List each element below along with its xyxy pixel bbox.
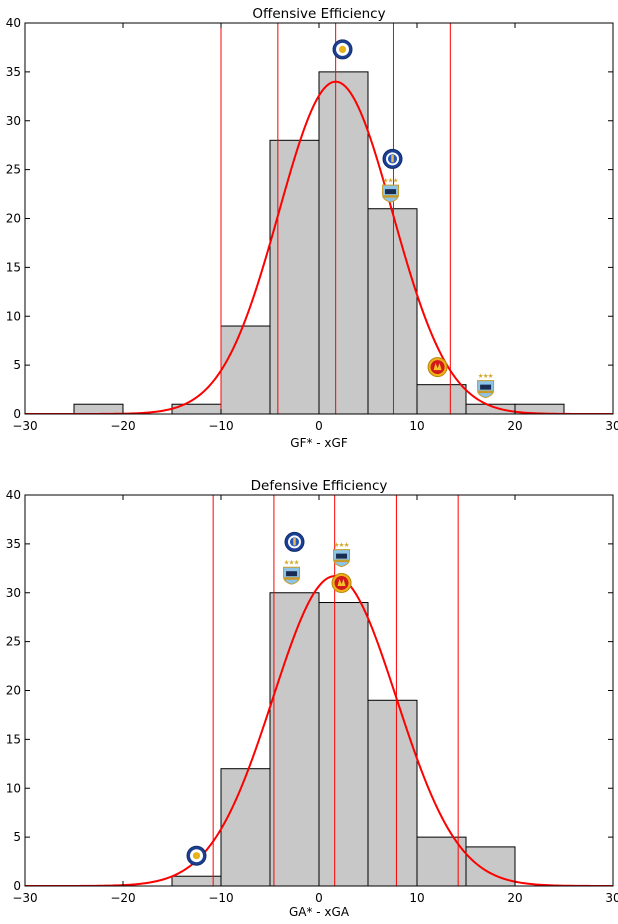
city-badge-band: [477, 390, 494, 394]
y-tick-label: 10: [6, 309, 21, 323]
manchester-city-badge-icon: ★ ★ ★: [382, 177, 400, 203]
leicester-badge-fox: [338, 45, 347, 53]
city-badge-ship: [336, 553, 348, 559]
chart-title: Defensive Efficiency: [251, 478, 388, 494]
city-badge-stars: ★ ★ ★: [478, 372, 494, 380]
chelsea-badge-lion: [391, 155, 394, 163]
histogram-bar: [318, 71, 369, 414]
city-badge-ship: [480, 384, 492, 390]
y-tick-label: 15: [6, 260, 21, 274]
leicester-badge-icon: [186, 845, 207, 866]
star-glyph: ★: [289, 559, 295, 567]
x-axis-label: GF* - xGF: [290, 436, 348, 450]
histogram-bar: [318, 602, 369, 886]
x-tick-label: 0: [315, 891, 323, 905]
united-badge-field: [334, 575, 349, 590]
x-tick-label: 20: [507, 891, 522, 905]
x-axis-label: GA* - xGA: [289, 905, 350, 919]
chelsea-badge-icon: [284, 531, 305, 552]
star-glyph: ★: [478, 372, 484, 380]
histogram-bar: [73, 403, 124, 414]
y-tick-label: 10: [6, 781, 21, 795]
x-tick-label: −20: [110, 891, 135, 905]
y-tick-label: 0: [13, 407, 21, 421]
united-badge-devil: [337, 578, 346, 586]
y-tick-label: 40: [6, 16, 21, 30]
x-tick-label: 20: [507, 419, 522, 433]
city-badge-band: [283, 577, 300, 580]
manchester-united-badge-icon: [427, 357, 448, 378]
y-tick-label: 30: [6, 586, 21, 600]
city-badge-band: [333, 559, 350, 563]
city-badge-ship: [286, 571, 298, 577]
histogram-bar: [220, 325, 271, 414]
city-badge-band: [382, 195, 399, 198]
x-tick-label: −30: [12, 419, 37, 433]
star-glyph: ★: [483, 372, 489, 380]
manchester-city-badge-icon: ★ ★ ★: [283, 559, 301, 585]
leicester-badge-fox: [192, 852, 201, 860]
city-badge-stars: ★ ★ ★: [383, 177, 399, 185]
x-tick-label: −30: [12, 891, 37, 905]
y-tick-label: 0: [13, 879, 21, 893]
star-glyph: ★: [334, 541, 340, 549]
star-glyph: ★: [284, 559, 290, 567]
offensive-efficiency-chart: ★ ★ ★★ ★ ★−30 −20 −10 0 10 20 300510152025303540Of…: [6, 6, 618, 450]
y-tick-label: 35: [6, 65, 21, 79]
manchester-city-badge-icon: ★ ★ ★: [477, 372, 495, 399]
plot-contents: ★ ★ ★★ ★ ★: [25, 495, 613, 886]
y-tick-label: 5: [13, 830, 21, 844]
y-tick-label: 20: [6, 684, 21, 698]
city-badge-stars: ★ ★ ★: [284, 559, 300, 567]
star-glyph: ★: [383, 177, 389, 185]
city-badge-stars: ★ ★ ★: [334, 541, 350, 549]
histogram-bar: [367, 699, 418, 886]
y-tick-label: 25: [6, 163, 21, 177]
city-badge-ship: [385, 189, 397, 195]
x-tick-label: 10: [409, 419, 424, 433]
star-glyph: ★: [294, 559, 300, 567]
star-glyph: ★: [339, 541, 345, 549]
y-tick-label: 25: [6, 635, 21, 649]
star-glyph: ★: [488, 372, 494, 380]
y-tick-label: 40: [6, 488, 21, 502]
chart-title: Offensive Efficiency: [252, 6, 385, 22]
x-tick-label: 30: [605, 891, 618, 905]
manchester-city-badge-icon: ★ ★ ★: [333, 541, 351, 568]
histogram-bar: [269, 592, 320, 886]
united-badge-devil: [433, 363, 442, 371]
star-glyph: ★: [344, 541, 350, 549]
chelsea-badge-icon: [382, 148, 403, 169]
manchester-united-badge-icon: [331, 572, 352, 593]
y-tick-label: 15: [6, 732, 21, 746]
y-tick-label: 35: [6, 537, 21, 551]
histogram-bar: [416, 384, 467, 414]
star-glyph: ★: [388, 177, 394, 185]
y-tick-label: 20: [6, 212, 21, 226]
x-tick-label: −20: [110, 419, 135, 433]
histogram-bar: [367, 208, 418, 414]
defensive-efficiency-chart: ★ ★ ★★ ★ ★−30 −20 −10 0 10 20 300510152025303540De…: [6, 478, 618, 919]
star-glyph: ★: [393, 177, 399, 185]
x-tick-label: −10: [208, 891, 233, 905]
chelsea-badge-lion: [293, 538, 296, 546]
plot-contents: ★ ★ ★★ ★ ★: [25, 23, 613, 414]
histogram-bar: [220, 768, 271, 886]
y-tick-label: 5: [13, 358, 21, 372]
x-tick-label: 0: [315, 419, 323, 433]
x-tick-label: 30: [605, 419, 618, 433]
x-tick-label: 10: [409, 891, 424, 905]
united-badge-field: [430, 360, 445, 375]
leicester-badge-icon: [332, 39, 353, 60]
x-tick-label: −10: [208, 419, 233, 433]
y-tick-label: 30: [6, 114, 21, 128]
